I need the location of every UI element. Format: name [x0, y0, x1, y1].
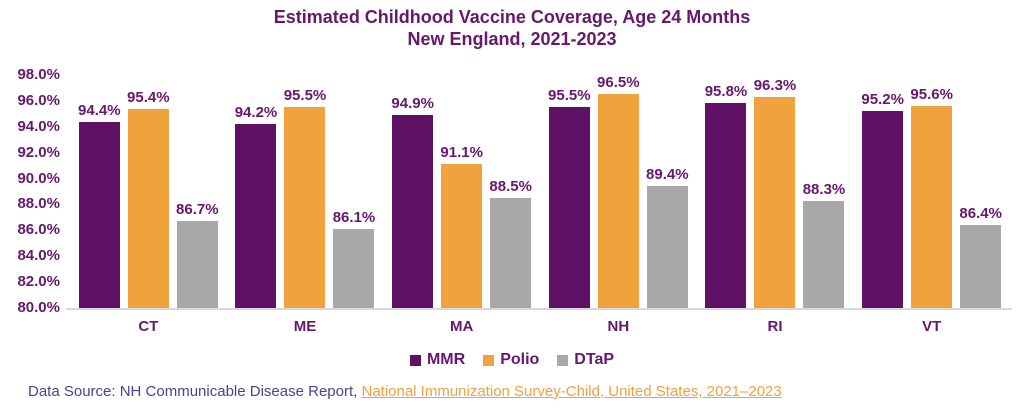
bar-mmr-ct: 94.4% — [78, 102, 121, 308]
bar-mmr-nh: 95.5% — [548, 87, 591, 308]
data-source-text: Data Source: NH Communicable Disease Rep… — [28, 383, 362, 400]
chart-title-line1: Estimated Childhood Vaccine Coverage, Ag… — [273, 7, 751, 27]
data-label: 96.5% — [597, 74, 640, 91]
legend: MMR Polio DTaP — [0, 351, 1024, 369]
bar-group-ri: 95.8% 96.3% 88.3% — [697, 75, 854, 308]
legend-item-polio: Polio — [483, 351, 539, 369]
bar-polio-ma: 91.1% — [440, 144, 483, 308]
bar-polio-me: 95.5% — [284, 87, 326, 308]
data-label: 95.2% — [861, 91, 904, 108]
bar-polio-ct: 95.4% — [127, 89, 170, 308]
bar-group-ma: 94.9% 91.1% 88.5% — [383, 75, 540, 308]
y-axis-tick-label: 92.0% — [17, 144, 60, 161]
bar-polio-nh: 96.5% — [597, 74, 640, 308]
bar-polio-ri: 96.3% — [754, 77, 796, 308]
y-axis-tick-label: 98.0% — [17, 66, 60, 83]
bar-group-me: 94.2% 95.5% 86.1% — [227, 75, 384, 308]
legend-label: Polio — [500, 351, 540, 368]
y-axis-tick-label: 80.0% — [17, 299, 60, 316]
data-label: 95.5% — [283, 87, 327, 104]
bar-group-vt: 95.2% 95.6% 86.4% — [853, 75, 1010, 308]
bar-dtap-me: 86.1% — [333, 209, 375, 308]
bar-polio-vt: 95.6% — [910, 86, 953, 308]
legend-label: DTaP — [574, 351, 615, 368]
x-axis-tick-label: NH — [607, 318, 630, 335]
bar-dtap-ma: 88.5% — [489, 178, 532, 308]
bar-dtap-vt: 86.4% — [959, 205, 1002, 308]
y-axis-tick-label: 96.0% — [17, 92, 60, 109]
data-label: 96.3% — [753, 77, 797, 94]
data-label: 94.9% — [391, 95, 434, 112]
data-label: 95.6% — [910, 86, 953, 103]
data-source-link[interactable]: National Immunization Survey-Child, Unit… — [361, 383, 782, 400]
chart-title-line2: New England, 2021-2023 — [407, 29, 617, 49]
legend-item-mmr: MMR — [409, 351, 466, 369]
legend-swatch-dtap — [557, 354, 569, 366]
data-label: 94.2% — [234, 104, 278, 121]
bar-mmr-ri: 95.8% — [705, 83, 747, 308]
legend-label: MMR — [426, 351, 466, 368]
data-label: 95.4% — [127, 89, 170, 106]
bar-dtap-ri: 88.3% — [803, 181, 845, 308]
legend-swatch-mmr — [409, 354, 421, 366]
data-label: 86.4% — [959, 205, 1002, 222]
x-axis-tick-label: MA — [449, 318, 474, 335]
legend-swatch-polio — [483, 354, 495, 366]
data-label: 86.1% — [332, 209, 376, 226]
data-label: 88.3% — [802, 181, 846, 198]
data-label: 95.5% — [548, 87, 591, 104]
bar-dtap-nh: 89.4% — [646, 166, 689, 308]
data-label: 86.7% — [176, 201, 219, 218]
y-axis: 98.0% 96.0% 94.0% 92.0% 90.0% 88.0% 86.0% 84.0%… — [8, 0, 60, 340]
data-label: 89.4% — [646, 166, 689, 183]
bar-mmr-vt: 95.2% — [861, 91, 904, 308]
y-axis-tick-label: 84.0% — [17, 247, 60, 264]
x-axis-tick-label: CT — [138, 318, 159, 335]
x-axis-tick-label: ME — [293, 318, 317, 335]
y-axis-tick-label: 90.0% — [17, 170, 60, 187]
x-axis-tick-label: RI — [767, 318, 783, 335]
bar-mmr-ma: 94.9% — [391, 95, 434, 308]
y-axis-tick-label: 88.0% — [17, 195, 60, 212]
legend-item-dtap: DTaP — [557, 351, 614, 369]
data-label: 95.8% — [704, 83, 748, 100]
x-axis-tick-label: VT — [922, 318, 942, 335]
y-axis-tick-label: 94.0% — [17, 118, 60, 135]
plot-area: 94.4% 95.4% 86.7% 94.2% 95.5% 86.1% 94.9% 91.1%… — [70, 74, 1010, 308]
y-axis-tick-label: 82.0% — [17, 273, 60, 290]
data-label: 88.5% — [489, 178, 532, 195]
data-label: 91.1% — [440, 144, 483, 161]
bar-group-nh: 95.5% 96.5% 89.4% — [540, 74, 697, 308]
data-label: 94.4% — [78, 102, 121, 119]
data-source: Data Source: NH Communicable Disease Rep… — [28, 383, 782, 400]
x-axis-labels: CT ME MA NH RI VT — [0, 318, 1024, 338]
x-axis-line — [66, 308, 1012, 310]
bar-mmr-me: 94.2% — [235, 104, 277, 308]
bar-group-ct: 94.4% 95.4% 86.7% — [70, 75, 227, 308]
bar-dtap-ct: 86.7% — [176, 201, 219, 308]
chart-title: Estimated Childhood Vaccine Coverage, Ag… — [0, 6, 1024, 50]
y-axis-tick-label: 86.0% — [17, 221, 60, 238]
